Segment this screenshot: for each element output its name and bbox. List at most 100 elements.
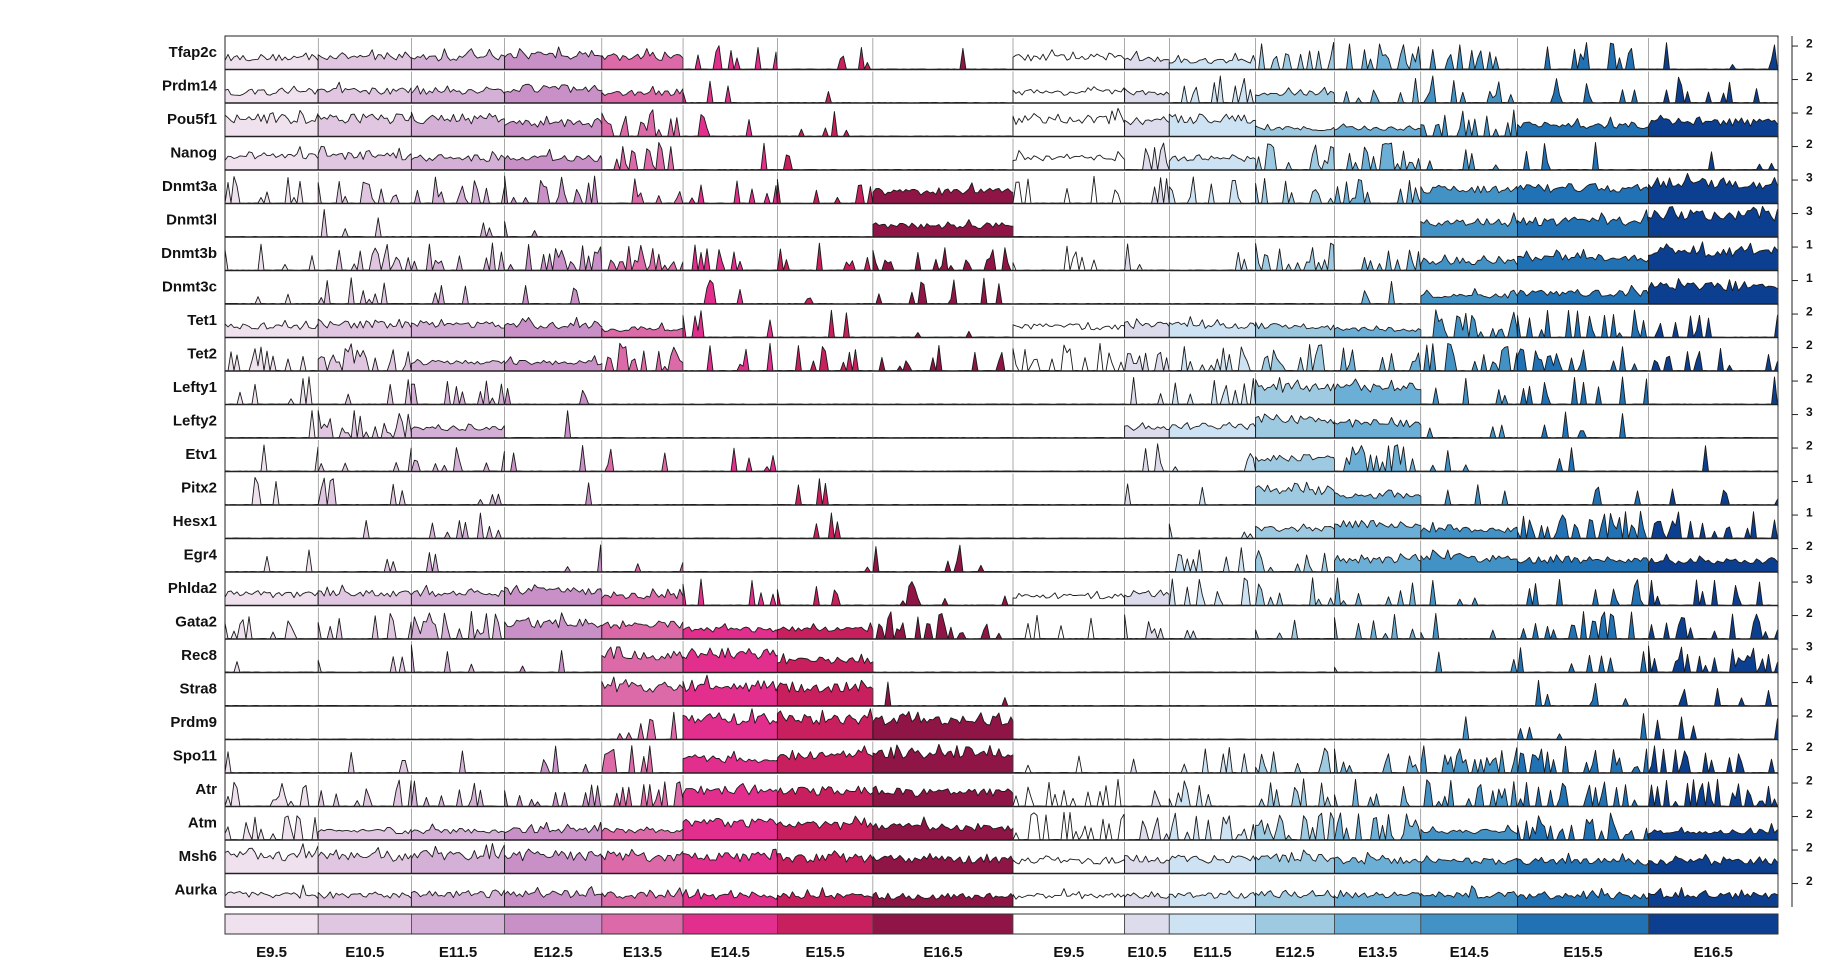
expression-area-female-e15.5 (776, 745, 874, 774)
expression-area-female-e12.5 (504, 244, 603, 271)
expression-area-female-e10.5 (317, 584, 412, 606)
expression-area-male-e10.5 (1124, 443, 1170, 472)
expression-area-male-e9.5 (1012, 175, 1126, 204)
expression-area-female-e13.5 (601, 109, 684, 137)
gene-track-phlda2: Phlda2 3 (168, 573, 1813, 607)
expression-area-female-e12.5 (504, 148, 603, 171)
expression-area-female-e9.5 (224, 590, 319, 606)
expression-area-male-e16.5 (1648, 687, 1779, 707)
expression-area-male-e16.5 (1648, 42, 1779, 70)
expression-area-female-e15.5 (776, 297, 874, 305)
expression-area-male-e12.5 (1255, 178, 1335, 204)
expression-area-male-e10.5 (1124, 318, 1170, 338)
scale-label: 2 (1806, 740, 1813, 754)
expression-area-male-e14.5 (1420, 824, 1518, 841)
expression-area-male-e11.5 (1168, 523, 1257, 539)
expression-area-female-e15.5 (776, 478, 874, 506)
expression-area-female-e13.5 (601, 711, 684, 740)
gene-label: Dnmt3a (162, 178, 218, 195)
scale-label: 2 (1806, 137, 1813, 151)
gene-track-lefty1: Lefty1 2 (173, 372, 1813, 406)
expression-area-female-e10.5 (317, 891, 412, 908)
expression-area-male-e9.5 (1012, 342, 1126, 372)
expression-area-male-e14.5 (1420, 779, 1518, 807)
expression-area-female-e13.5 (601, 244, 684, 271)
expression-area-male-e10.5 (1124, 50, 1170, 70)
expression-area-male-e10.5 (1124, 243, 1170, 271)
expression-area-female-e10.5 (317, 49, 412, 70)
legend-swatch (1124, 913, 1170, 935)
expression-area-female-e12.5 (504, 83, 603, 104)
expression-area-female-e16.5 (872, 611, 1014, 640)
legend-swatch (411, 913, 506, 935)
expression-area-male-e13.5 (1334, 889, 1422, 908)
expression-area-male-e15.5 (1517, 812, 1649, 841)
expression-area-male-e15.5 (1517, 376, 1649, 405)
expression-area-female-e14.5 (682, 750, 778, 774)
expression-area-male-e13.5 (1334, 347, 1422, 372)
expression-area-male-e11.5 (1168, 113, 1257, 137)
expression-area-female-e10.5 (317, 827, 412, 841)
expression-area-female-e13.5 (601, 826, 684, 841)
expression-area-male-e11.5 (1168, 154, 1257, 171)
expression-area-male-e9.5 (1012, 855, 1126, 874)
expression-area-female-e14.5 (682, 180, 778, 204)
expression-area-female-e15.5 (776, 154, 874, 171)
expression-area-male-e11.5 (1168, 780, 1257, 807)
expression-area-male-e16.5 (1648, 511, 1779, 539)
legend-swatch (1334, 913, 1422, 935)
gene-label: Prdm9 (170, 714, 217, 731)
expression-area-male-e10.5 (1124, 376, 1170, 405)
legend-swatch (224, 913, 319, 935)
expression-area-female-e13.5 (601, 781, 684, 807)
expression-area-female-e10.5 (317, 558, 412, 573)
expression-area-male-e14.5 (1420, 521, 1518, 539)
gene-track-spo11: Spo11 2 (173, 740, 1813, 774)
expression-area-male-e11.5 (1168, 577, 1257, 606)
expression-area-female-e11.5 (410, 552, 506, 573)
scale-label: 2 (1806, 439, 1813, 453)
expression-area-female-e14.5 (682, 888, 778, 908)
gene-track-dnmt3c: Dnmt3c 1 (162, 271, 1813, 305)
gene-track-gata2: Gata2 2 (175, 606, 1813, 640)
expression-area-male-e14.5 (1420, 885, 1518, 908)
expression-area-female-e12.5 (504, 46, 603, 70)
expression-area-female-e11.5 (410, 843, 506, 874)
expression-area-male-e15.5 (1517, 42, 1649, 70)
expression-area-male-e10.5 (1124, 891, 1170, 908)
expression-area-female-e10.5 (317, 113, 412, 137)
expression-area-male-e15.5 (1517, 579, 1649, 606)
gene-label: Spo11 (173, 747, 217, 764)
expression-area-male-e14.5 (1420, 109, 1518, 137)
expression-area-female-e13.5 (601, 562, 684, 573)
gene-track-msh6: Msh6 2 (179, 841, 1813, 875)
expression-area-female-e12.5 (504, 886, 603, 908)
expression-area-female-e9.5 (224, 476, 319, 506)
scale-label: 2 (1806, 774, 1813, 788)
expression-area-male-e13.5 (1334, 43, 1422, 70)
expression-area-male-e11.5 (1168, 453, 1257, 472)
expression-area-male-e14.5 (1420, 484, 1518, 506)
scale-label: 2 (1806, 841, 1813, 855)
expression-area-female-e14.5 (682, 818, 778, 841)
gene-label: Pou5f1 (167, 111, 217, 128)
expression-area-female-e15.5 (776, 585, 874, 606)
gene-label: Tet1 (187, 312, 217, 329)
expression-area-male-e15.5 (1517, 284, 1649, 305)
expression-area-male-e10.5 (1124, 351, 1170, 372)
expression-area-female-e13.5 (601, 620, 684, 640)
expression-area-male-e16.5 (1648, 553, 1779, 573)
expression-area-female-e9.5 (224, 884, 319, 908)
expression-area-female-e14.5 (682, 80, 778, 104)
legend-swatch (317, 913, 412, 935)
expression-area-male-e13.5 (1334, 417, 1422, 439)
expression-area-female-e15.5 (776, 653, 874, 673)
expression-area-male-e12.5 (1255, 812, 1335, 841)
expression-area-male-e12.5 (1255, 747, 1335, 774)
expression-area-female-e15.5 (776, 785, 874, 807)
expression-area-male-e16.5 (1648, 114, 1779, 137)
expression-area-female-e10.5 (317, 243, 412, 271)
expression-area-male-e13.5 (1334, 851, 1422, 874)
gene-track-prdm14: Prdm14 2 (162, 70, 1813, 104)
